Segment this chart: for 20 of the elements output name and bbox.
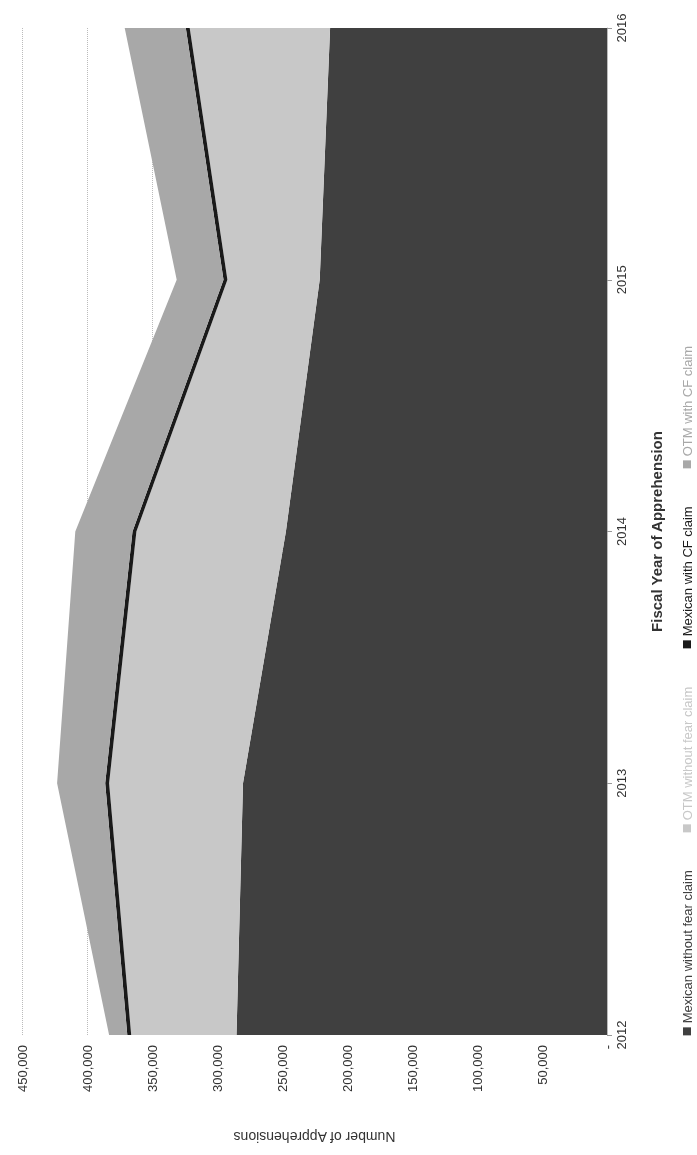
text: Mexican without fear claim bbox=[680, 869, 695, 1023]
y-axis-title: Fiscal Year of Apprehension bbox=[648, 431, 665, 632]
y-tick-label: 2012 bbox=[614, 1020, 629, 1050]
x-axis-title: Number of Apprehensions bbox=[233, 1129, 396, 1145]
x-tick-label: 100,000 bbox=[469, 1045, 485, 1092]
x-tick-label: 450,000 bbox=[14, 1045, 30, 1092]
y-tick-label: 2016 bbox=[614, 13, 629, 43]
y-tick-label: 2015 bbox=[614, 265, 629, 295]
x-tick-label: 400,000 bbox=[79, 1045, 95, 1092]
x-tick-label: 50,000 bbox=[534, 1045, 550, 1085]
x-tick-label: 350,000 bbox=[144, 1045, 160, 1092]
text: OTM with CF claim bbox=[680, 345, 695, 457]
x-tick-label: - bbox=[599, 1045, 615, 1050]
x-tick-label: 200,000 bbox=[339, 1045, 355, 1092]
x-tick-label: 250,000 bbox=[274, 1045, 290, 1092]
text: Mexican with CF claim bbox=[680, 506, 695, 637]
y-tick-label: 2013 bbox=[614, 768, 629, 798]
x-tick-label: 300,000 bbox=[209, 1045, 225, 1092]
y-tick-label: 2014 bbox=[614, 517, 629, 546]
x-tick-label: 150,000 bbox=[404, 1045, 420, 1092]
